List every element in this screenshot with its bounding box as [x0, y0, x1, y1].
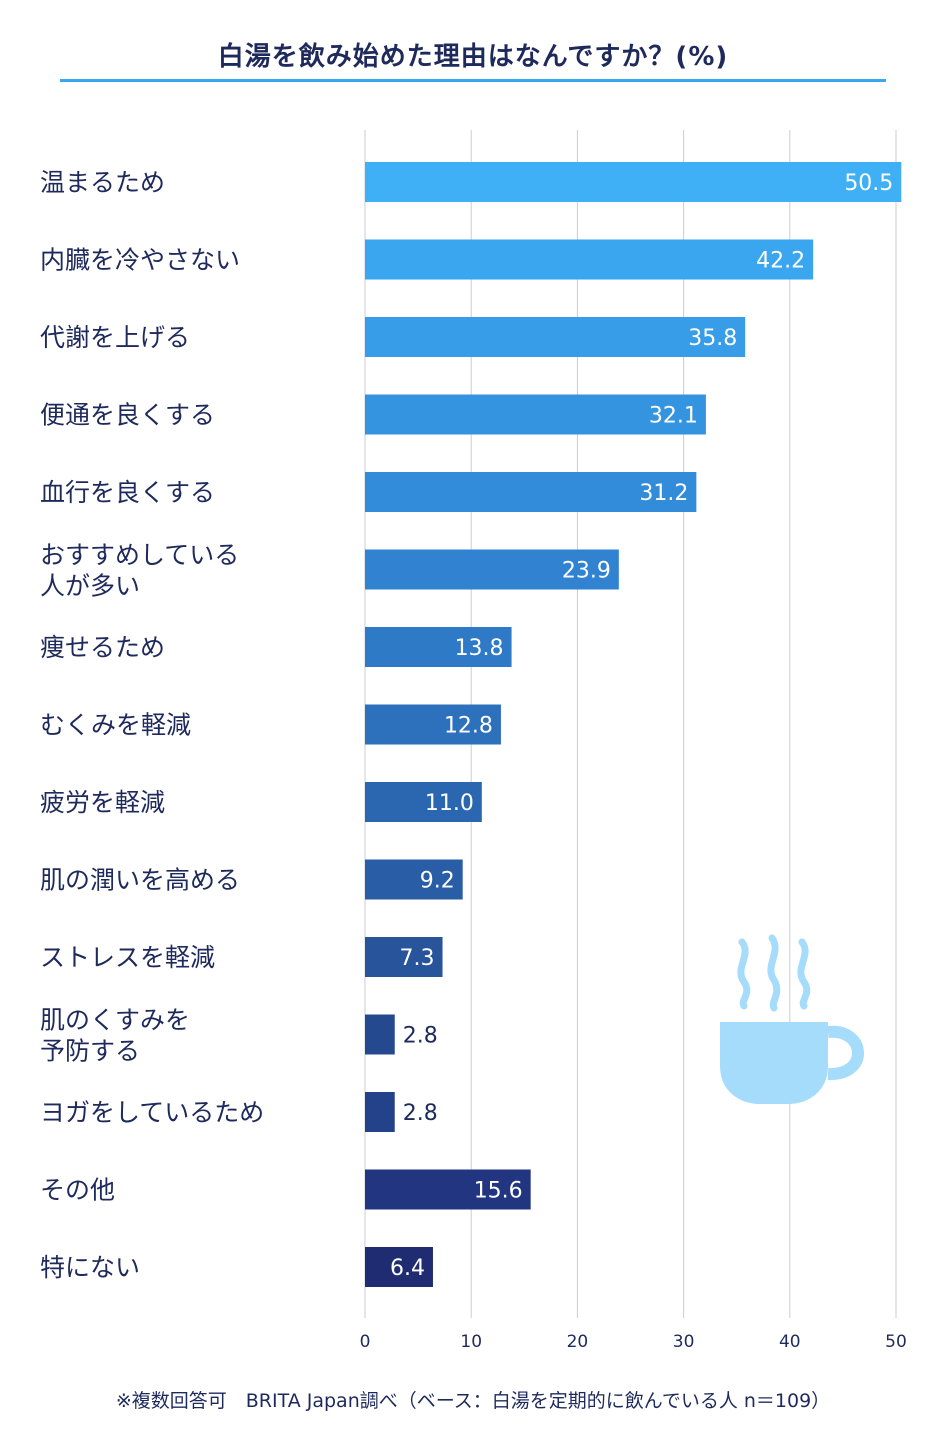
bar — [365, 1247, 433, 1287]
x-tick-label: 40 — [779, 1332, 801, 1352]
coffee-cup-icon — [720, 934, 864, 1104]
x-tick-label: 30 — [673, 1332, 695, 1352]
bar — [365, 472, 697, 512]
x-tick-label: 50 — [885, 1332, 907, 1352]
category-label: 温まるため — [40, 168, 165, 197]
bar-value-label: 2.8 — [403, 1024, 438, 1049]
category-label: 便通を良くする — [40, 401, 215, 430]
x-tick-label: 10 — [460, 1332, 482, 1352]
x-tick-label: 20 — [567, 1332, 589, 1352]
bar-value-label: 6.4 — [390, 1256, 425, 1281]
bars: 50.5 42.2 35.8 32.1 31.2 23.9 13.8 12.8 11.0 9.2 7… — [365, 162, 902, 1287]
bar-value-label: 12.8 — [444, 714, 493, 739]
category-label: 痩せるため — [40, 633, 165, 662]
x-axis-ticks: 0 10 20 30 40 50 — [360, 1332, 907, 1352]
category-label: 代謝を上げる — [40, 323, 190, 352]
title-underline — [60, 79, 886, 82]
category-labels: 温まるため内臓を冷やさない代謝を上げる便通を良くする血行を良くするおすすめしてい… — [40, 168, 264, 1282]
bar — [365, 394, 706, 435]
bar — [365, 162, 902, 202]
category-label: 血行を良くする — [40, 478, 215, 507]
bar — [365, 1169, 531, 1210]
bar-value-label: 15.6 — [474, 1179, 523, 1204]
bar — [365, 317, 746, 357]
bar — [365, 859, 463, 900]
bar — [365, 627, 512, 667]
bar-value-label: 32.1 — [649, 404, 698, 429]
category-label: 疲労を軽減 — [40, 788, 165, 817]
category-label: おすすめしている人が多い — [40, 541, 239, 601]
bar-value-label: 7.3 — [400, 946, 435, 971]
chart-title: 白湯を飲み始めた理由はなんですか？(%) — [217, 42, 729, 72]
footnote: ※複数回答可 BRITA Japan調べ（ベース：白湯を定期的に飲んでいる人 n… — [115, 1390, 831, 1412]
bar-value-label: 11.0 — [425, 791, 474, 816]
category-label: ストレスを軽減 — [40, 943, 215, 972]
bar — [365, 937, 443, 977]
bar-value-label: 9.2 — [420, 869, 455, 894]
bar — [365, 239, 814, 280]
bar — [365, 549, 619, 590]
bar-chart: 50.5 42.2 35.8 32.1 31.2 23.9 13.8 12.8 11.0 9.2 7… — [40, 130, 907, 1352]
bar-value-label: 31.2 — [639, 481, 688, 506]
bar-value-label: 42.2 — [756, 249, 805, 274]
bar — [365, 1092, 395, 1132]
bar-value-label: 23.9 — [562, 559, 611, 584]
bar — [365, 1014, 395, 1055]
x-tick-label: 0 — [360, 1332, 371, 1352]
bar-value-label: 35.8 — [688, 326, 737, 351]
bar-value-label: 2.8 — [403, 1101, 438, 1126]
bar-value-label: 50.5 — [844, 171, 893, 196]
category-label: その他 — [40, 1176, 115, 1205]
category-label: むくみを軽減 — [40, 711, 191, 740]
category-label: 肌の潤いを高める — [40, 866, 240, 895]
category-label: 肌のくすみを予防する — [40, 1006, 190, 1066]
bar — [365, 704, 501, 745]
bar-value-label: 13.8 — [455, 636, 504, 661]
category-label: 特にない — [40, 1253, 140, 1282]
category-label: 内臓を冷やさない — [40, 246, 240, 275]
bar — [365, 782, 482, 822]
category-label: ヨガをしているため — [40, 1098, 264, 1127]
